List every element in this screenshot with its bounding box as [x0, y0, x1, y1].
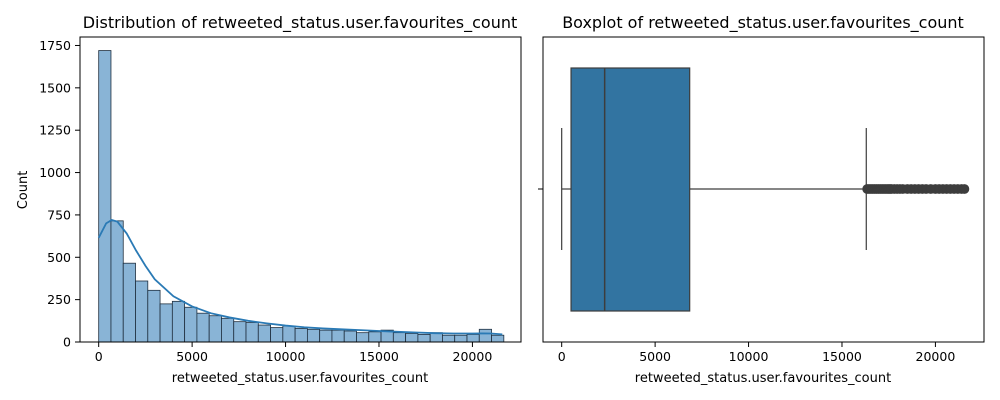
x-tick-label: 5000	[176, 349, 208, 364]
histogram-bar	[270, 327, 284, 343]
histogram-x-ticks: 0 5000 10000 15000 20000	[95, 342, 493, 364]
histogram-bar	[454, 334, 468, 343]
x-tick-label: 15000	[359, 349, 399, 364]
histogram-bar	[405, 333, 419, 343]
y-tick-label: 500	[47, 250, 71, 265]
histogram-y-axis-label: Count	[16, 171, 31, 210]
histogram-bar	[159, 303, 173, 343]
histogram-bar	[257, 324, 271, 343]
histogram-bar	[122, 262, 136, 343]
histogram-bar	[417, 333, 431, 343]
x-tick-label: 10000	[266, 349, 306, 364]
histogram-bar	[245, 322, 259, 343]
histogram-bar	[368, 331, 382, 343]
histogram-bar	[356, 332, 370, 343]
histogram-y-ticks: 0 250 500 750 1000 1250 1500 1750	[39, 38, 80, 350]
histogram-panel: Distribution of retweeted_status.user.fa…	[16, 13, 522, 386]
y-tick-label: 1500	[39, 80, 71, 95]
x-tick-label: 15000	[822, 349, 862, 364]
histogram-bar	[184, 306, 198, 343]
histogram-bar	[208, 315, 222, 343]
histogram-bar	[171, 300, 186, 343]
histogram-bar	[233, 321, 247, 343]
y-tick-label: 750	[47, 207, 71, 222]
histogram-title: Distribution of retweeted_status.user.fa…	[83, 13, 518, 33]
outlier-point	[959, 184, 970, 194]
histogram-bar	[221, 317, 235, 343]
histogram-bar	[331, 329, 345, 343]
x-tick-label: 20000	[453, 349, 493, 364]
histogram-bar	[392, 332, 407, 343]
histogram-bar	[294, 328, 308, 343]
boxplot-elements	[561, 67, 970, 312]
histogram-bar	[147, 289, 161, 343]
histogram-bar	[306, 328, 321, 343]
x-tick-label: 10000	[729, 349, 769, 364]
histogram-bars	[98, 50, 505, 343]
x-tick-label: 5000	[639, 349, 671, 364]
boxplot-title: Boxplot of retweeted_status.user.favouri…	[562, 13, 964, 33]
histogram-bar	[343, 330, 357, 343]
y-tick-label: 1000	[39, 165, 71, 180]
histogram-bar	[478, 328, 492, 343]
x-tick-label: 0	[95, 349, 103, 364]
histogram-bar	[196, 312, 210, 343]
interquartile-box	[570, 67, 691, 312]
histogram-bar	[466, 333, 480, 343]
kde-curve	[97, 219, 503, 336]
x-tick-label: 0	[558, 349, 566, 364]
histogram-bar	[110, 220, 124, 343]
boxplot-x-axis-label: retweeted_status.user.favourites_count	[635, 371, 891, 386]
histogram-bar	[491, 334, 505, 343]
histogram-bar	[98, 50, 112, 343]
x-tick-label: 20000	[916, 349, 956, 364]
y-tick-label: 1750	[39, 38, 71, 53]
histogram-bar	[135, 280, 149, 343]
y-tick-label: 0	[63, 335, 71, 350]
histogram-bar	[282, 325, 296, 343]
histogram-bar	[319, 329, 333, 343]
histogram-bar	[442, 334, 456, 343]
y-tick-label: 1250	[39, 123, 71, 138]
y-tick-label: 250	[47, 292, 71, 307]
histogram-x-axis-label: retweeted_status.user.favourites_count	[172, 371, 428, 386]
boxplot-x-ticks: 0 5000 10000 15000 20000	[558, 342, 956, 364]
boxplot-panel: Boxplot of retweeted_status.user.favouri…	[538, 13, 985, 386]
histogram-axes-frame	[79, 36, 522, 343]
